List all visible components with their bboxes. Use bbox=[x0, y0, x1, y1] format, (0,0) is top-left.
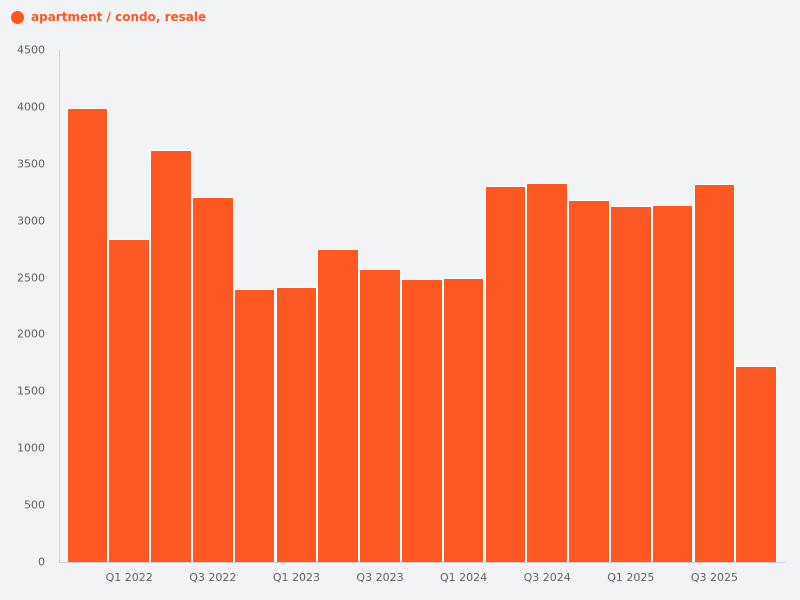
legend-dot-icon bbox=[11, 10, 24, 24]
bar[interactable] bbox=[359, 269, 401, 562]
bar[interactable] bbox=[66, 108, 109, 562]
y-tick-label: 4000 bbox=[17, 100, 45, 114]
bar[interactable] bbox=[400, 279, 443, 562]
x-tick-label: Q1 2024 bbox=[440, 571, 488, 584]
bar[interactable] bbox=[317, 249, 360, 562]
x-tick-label: Q1 2022 bbox=[105, 571, 153, 584]
bar[interactable] bbox=[484, 185, 527, 562]
y-axis-line bbox=[59, 50, 60, 562]
bar[interactable] bbox=[275, 287, 318, 562]
bar[interactable] bbox=[651, 204, 694, 562]
y-tick-label: 4500 bbox=[17, 43, 45, 57]
bar[interactable] bbox=[568, 200, 610, 562]
x-tick-label: Q1 2023 bbox=[272, 571, 320, 584]
y-tick-label: 1000 bbox=[17, 441, 45, 455]
x-tick-label: Q3 2025 bbox=[690, 571, 738, 584]
y-tick-label: 3500 bbox=[17, 157, 45, 171]
bar[interactable] bbox=[526, 183, 569, 562]
y-tick-label: 1500 bbox=[17, 384, 45, 398]
bar[interactable] bbox=[191, 196, 234, 562]
y-tick-label: 500 bbox=[24, 498, 45, 512]
x-tick-label: Q3 2023 bbox=[356, 571, 404, 584]
y-tick-label: 2500 bbox=[17, 271, 45, 285]
bar[interactable] bbox=[442, 278, 485, 562]
bar[interactable] bbox=[735, 365, 778, 562]
bar[interactable] bbox=[108, 238, 151, 562]
bar[interactable] bbox=[693, 184, 736, 562]
legend-label: apartment / condo, resale bbox=[31, 10, 207, 24]
legend-item[interactable]: apartment / condo, resale bbox=[11, 10, 206, 24]
bar[interactable] bbox=[150, 150, 192, 562]
x-tick-label: Q3 2022 bbox=[189, 571, 237, 584]
x-tick-label: Q1 2025 bbox=[607, 571, 655, 584]
y-tick-label: 3000 bbox=[17, 214, 45, 228]
x-axis-line bbox=[59, 562, 785, 563]
x-tick-label: Q3 2024 bbox=[523, 571, 571, 584]
bar[interactable] bbox=[233, 288, 276, 562]
bar[interactable] bbox=[609, 205, 652, 562]
y-tick-label: 2000 bbox=[17, 327, 45, 341]
y-tick-label: 0 bbox=[38, 555, 45, 569]
